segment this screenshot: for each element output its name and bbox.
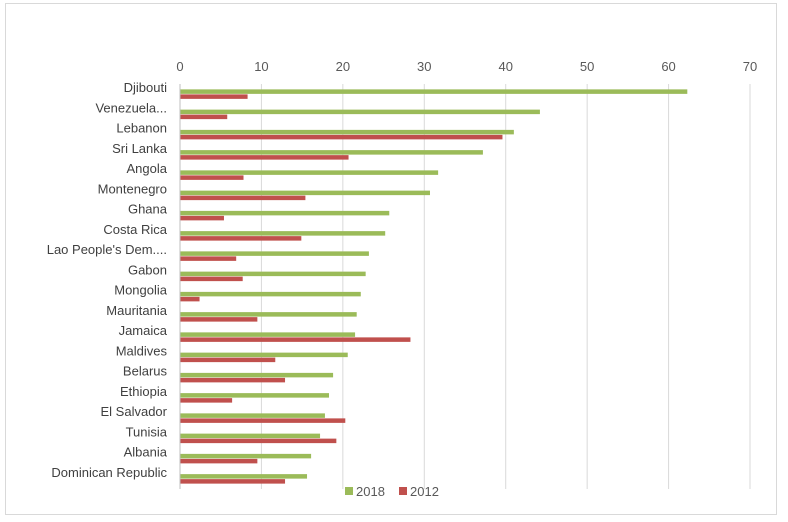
bar-2018-5	[180, 190, 430, 196]
bar-2012-3	[180, 155, 349, 160]
bar-2018-8	[180, 251, 369, 256]
category-label: Ghana	[128, 202, 168, 217]
bar-2018-14	[180, 372, 334, 378]
bar-2018-7	[180, 231, 386, 236]
bar-2012-5	[180, 195, 306, 201]
bar-2018-16	[180, 413, 325, 418]
category-label: Tunisia	[126, 424, 168, 439]
category-label: Gabon	[128, 262, 167, 277]
x-tick-label: 70	[743, 59, 757, 74]
category-label: Sri Lanka	[112, 141, 168, 156]
category-label: Dominican Republic	[51, 465, 167, 480]
bar-2012-7	[180, 236, 302, 241]
category-label: Maldives	[116, 343, 168, 358]
category-labels: Djibouti Venezuela... Lebanon Sri Lanka Ango…	[47, 80, 168, 480]
category-label: El Salvador	[101, 404, 168, 419]
bar-2018-18	[180, 453, 312, 459]
legend-swatch-2012	[399, 487, 407, 495]
legend-swatch-2018	[345, 487, 353, 495]
bar-2012-4	[180, 175, 244, 180]
category-label: Lao People's Dem....	[47, 242, 167, 257]
bar-2018-19	[180, 474, 308, 479]
category-label: Djibouti	[124, 80, 167, 95]
category-label: Albania	[124, 445, 168, 460]
x-axis-ticks: 0 10 20 30 40 50 60 70	[176, 59, 757, 74]
bar-2012-15	[180, 398, 233, 403]
category-label: Jamaica	[119, 323, 168, 338]
category-label: Angola	[127, 161, 168, 176]
bar-2018-9	[180, 271, 366, 277]
bar-2012-18	[180, 458, 258, 464]
bar-2012-8	[180, 256, 237, 261]
x-tick-label: 60	[661, 59, 675, 74]
category-label: Mongolia	[114, 283, 168, 298]
gridlines	[179, 84, 751, 489]
x-tick-label: 40	[498, 59, 512, 74]
category-label: Ethiopia	[120, 384, 168, 399]
bar-2018-12	[180, 332, 356, 337]
bar-2012-13	[180, 357, 276, 363]
bar-2012-12	[180, 337, 411, 342]
bar-2012-19	[180, 479, 286, 484]
bar-2012-1	[180, 114, 228, 120]
bar-2012-16	[180, 418, 346, 423]
bar-2012-2	[180, 134, 503, 140]
category-label: Venezuela...	[95, 100, 167, 115]
bar-2018-0	[180, 89, 688, 94]
x-tick-label: 0	[176, 59, 183, 74]
bar-2018-4	[180, 170, 439, 175]
x-tick-label: 50	[580, 59, 594, 74]
bar-chart: 0 10 20 30 40 50 60 70 Djibouti Venezuela... Leba…	[47, 59, 758, 499]
bar-2018-17	[180, 433, 321, 439]
category-label: Costa Rica	[103, 222, 167, 237]
bar-2012-0	[180, 94, 248, 99]
x-tick-label: 20	[336, 59, 350, 74]
x-tick-label: 30	[417, 59, 431, 74]
bar-2018-10	[180, 291, 361, 297]
bar-2012-6	[180, 215, 224, 221]
bar-2018-2	[180, 129, 514, 135]
bar-2018-6	[180, 210, 390, 216]
bar-2012-14	[180, 377, 286, 383]
x-tick-label: 10	[254, 59, 268, 74]
bar-2018-13	[180, 352, 348, 358]
category-label: Mauritania	[106, 303, 167, 318]
legend-label-2018: 2018	[356, 484, 385, 499]
bar-2012-11	[180, 317, 258, 322]
chart-frame: 0 10 20 30 40 50 60 70 Djibouti Venezuela... Leba…	[5, 3, 777, 515]
bar-2012-17	[180, 438, 337, 444]
category-label: Belarus	[123, 364, 168, 379]
legend: 2018 2012	[345, 484, 439, 499]
category-label: Montenegro	[98, 181, 167, 196]
bar-2012-9	[180, 276, 243, 282]
bar-2018-1	[180, 109, 540, 115]
category-label: Lebanon	[116, 121, 167, 136]
bars	[180, 89, 688, 484]
legend-label-2012: 2012	[410, 484, 439, 499]
bar-2018-3	[180, 150, 483, 155]
bar-2012-10	[180, 296, 200, 302]
bar-2018-15	[180, 393, 330, 398]
bar-2018-11	[180, 312, 357, 317]
